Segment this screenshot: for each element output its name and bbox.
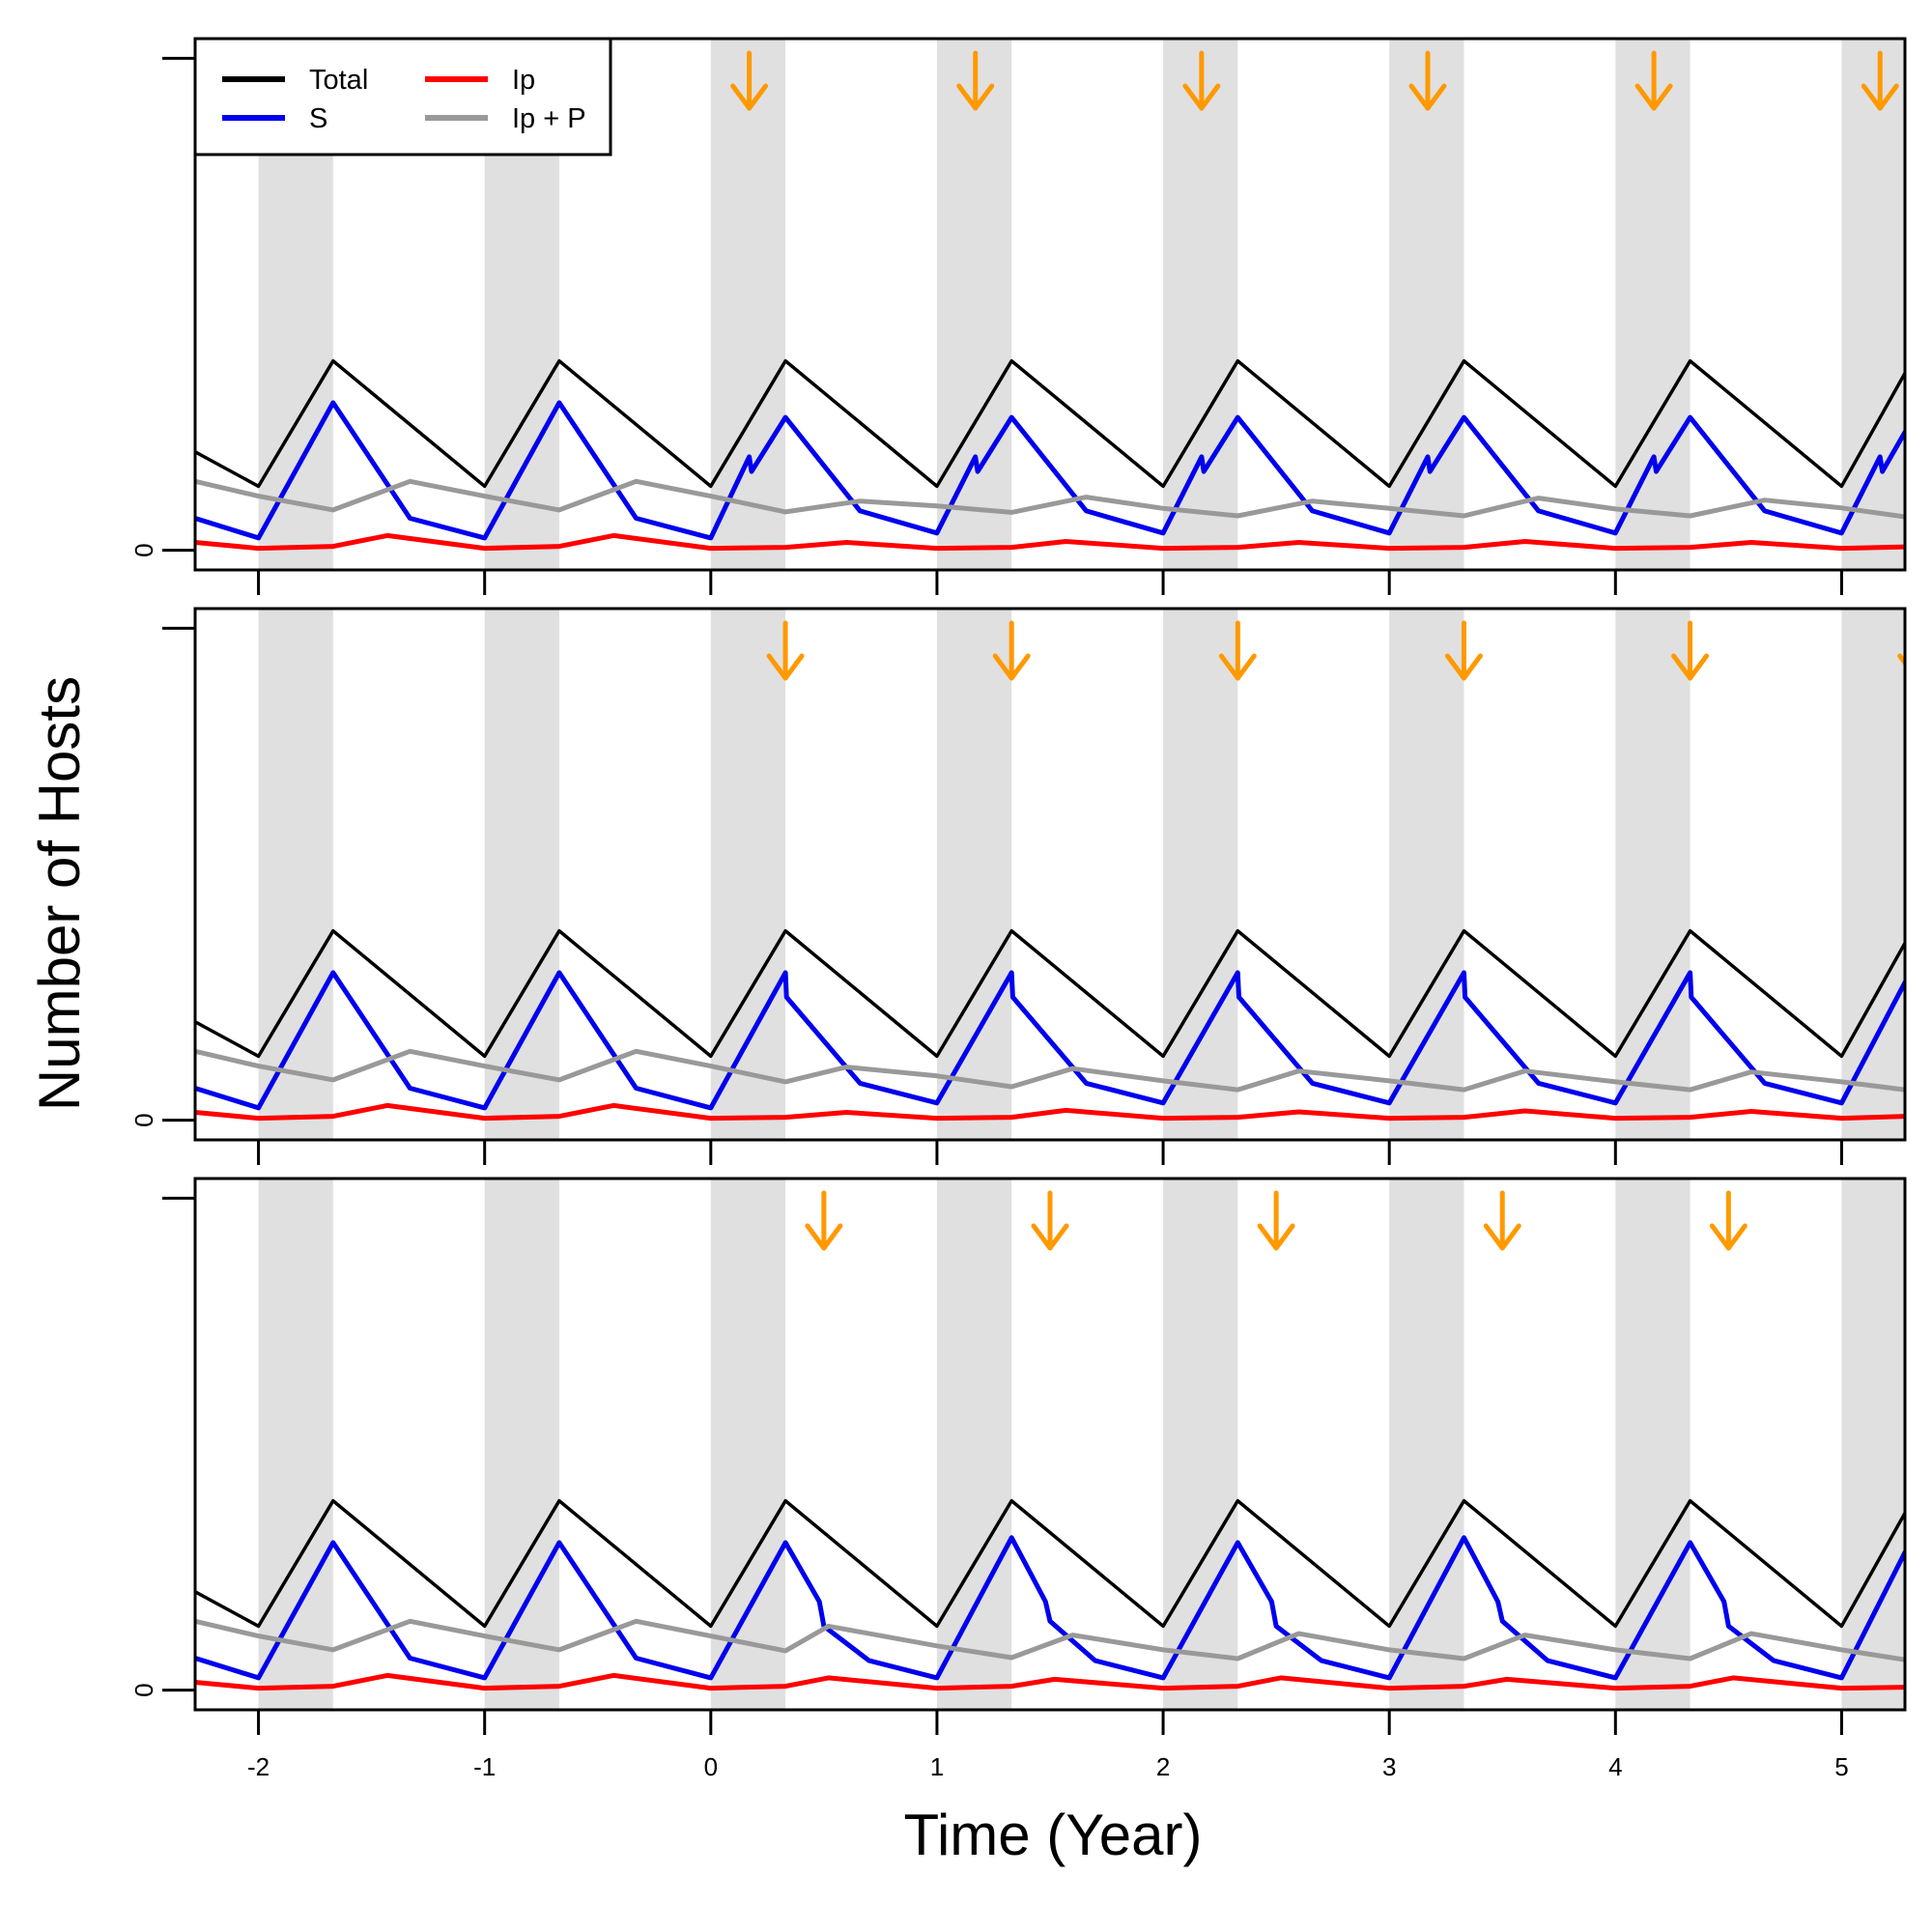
chart-panels: 0 0 0 -2 -1 0 1 2 3 4 5 <box>129 37 1907 1781</box>
y-tick-label-bottom-0: 0 <box>129 1683 158 1696</box>
season-band-top-7 <box>1841 39 1905 570</box>
season-band-middle-7 <box>1841 609 1905 1140</box>
plot-area-bottom <box>195 1179 1905 1710</box>
season-band-middle-3 <box>936 609 1012 1140</box>
legend: Total Ip S Ip + P <box>193 37 612 156</box>
season-band-top-3 <box>936 39 1012 570</box>
season-band-bottom-2 <box>710 1179 786 1710</box>
season-band-bottom-5 <box>1389 1179 1464 1710</box>
plot-frame-middle <box>193 607 1907 1142</box>
plot-frame-bottom <box>193 1177 1907 1712</box>
season-band-bottom-6 <box>1615 1179 1690 1710</box>
y-axis-title: Number of Hosts <box>27 676 92 1111</box>
season-band-top-6 <box>1615 39 1690 570</box>
intervention-arrow-bottom-2 <box>1257 1190 1295 1251</box>
series-line-ip-bottom <box>195 1672 1905 1691</box>
intervention-arrow-top-1 <box>956 50 995 111</box>
season-band-bottom-3 <box>936 1179 1012 1710</box>
season-band-middle-2 <box>710 609 786 1140</box>
series-line-total-bottom <box>195 1498 1905 1629</box>
y-tick-label-middle-0: 0 <box>129 1113 158 1126</box>
intervention-arrow-top-3 <box>1408 50 1447 111</box>
series-line-ip-p-bottom <box>195 1618 1905 1662</box>
series-line-ip-middle <box>195 1102 1905 1122</box>
series-line-ip-p-top <box>195 478 1905 520</box>
intervention-arrow-middle-3 <box>1444 620 1483 681</box>
intervention-arrow-middle-4 <box>1671 620 1710 681</box>
panel-middle: 0 <box>129 607 1907 1165</box>
series-line-s-top <box>195 400 1905 541</box>
intervention-arrow-top-2 <box>1182 50 1221 111</box>
series-line-ip-top <box>195 532 1905 552</box>
intervention-arrow-top-0 <box>730 50 769 111</box>
season-band-top-5 <box>1389 39 1464 570</box>
x-tick-label-6: 4 <box>1608 1752 1622 1781</box>
x-tick-label-0: -2 <box>247 1752 270 1781</box>
season-band-top-2 <box>710 39 786 570</box>
season-band-middle-5 <box>1389 609 1464 1140</box>
intervention-arrow-bottom-3 <box>1483 1190 1521 1251</box>
legend-box <box>193 37 612 156</box>
season-band-bottom-1 <box>484 1179 559 1710</box>
x-axis-title: Time (Year) <box>904 1803 1203 1867</box>
season-band-bottom-4 <box>1163 1179 1238 1710</box>
intervention-arrow-middle-0 <box>766 620 805 681</box>
x-tick-label-3: 1 <box>930 1752 944 1781</box>
x-tick-label-5: 3 <box>1382 1752 1396 1781</box>
legend-label-total: Total <box>309 65 368 96</box>
season-band-middle-0 <box>258 609 333 1140</box>
plot-area-middle <box>195 609 1905 1140</box>
panel-bottom: 0 -2 -1 0 1 2 3 4 5 <box>129 1177 1907 1781</box>
season-band-top-4 <box>1163 39 1238 570</box>
intervention-arrow-bottom-1 <box>1031 1190 1069 1251</box>
legend-label-ip-plus-p: Ip + P <box>512 103 586 134</box>
x-tick-label-1: -1 <box>473 1752 496 1781</box>
x-tick-label-7: 5 <box>1834 1752 1848 1781</box>
legend-label-s: S <box>309 103 327 134</box>
season-band-bottom-7 <box>1841 1179 1905 1710</box>
x-tick-label-4: 2 <box>1156 1752 1170 1781</box>
intervention-arrow-top-5 <box>1861 50 1899 111</box>
plot-frame-top <box>193 37 1907 572</box>
legend-label-ip: Ip <box>512 65 535 96</box>
intervention-arrow-bottom-4 <box>1709 1190 1747 1251</box>
season-band-middle-6 <box>1615 609 1690 1140</box>
season-band-bottom-0 <box>258 1179 333 1710</box>
x-tick-label-2: 0 <box>704 1752 718 1781</box>
series-line-total-top <box>195 358 1905 489</box>
y-tick-label-top-0: 0 <box>129 543 158 556</box>
season-band-middle-4 <box>1163 609 1238 1140</box>
intervention-arrow-bottom-0 <box>805 1190 843 1251</box>
series-line-total-middle <box>195 928 1905 1059</box>
series-line-s-middle <box>195 970 1905 1111</box>
series-line-s-bottom <box>195 1535 1905 1681</box>
season-band-middle-1 <box>484 609 559 1140</box>
series-line-ip-p-middle <box>195 1048 1905 1093</box>
intervention-arrow-middle-1 <box>992 620 1031 681</box>
intervention-arrow-top-4 <box>1634 50 1673 111</box>
intervention-arrow-middle-2 <box>1218 620 1257 681</box>
